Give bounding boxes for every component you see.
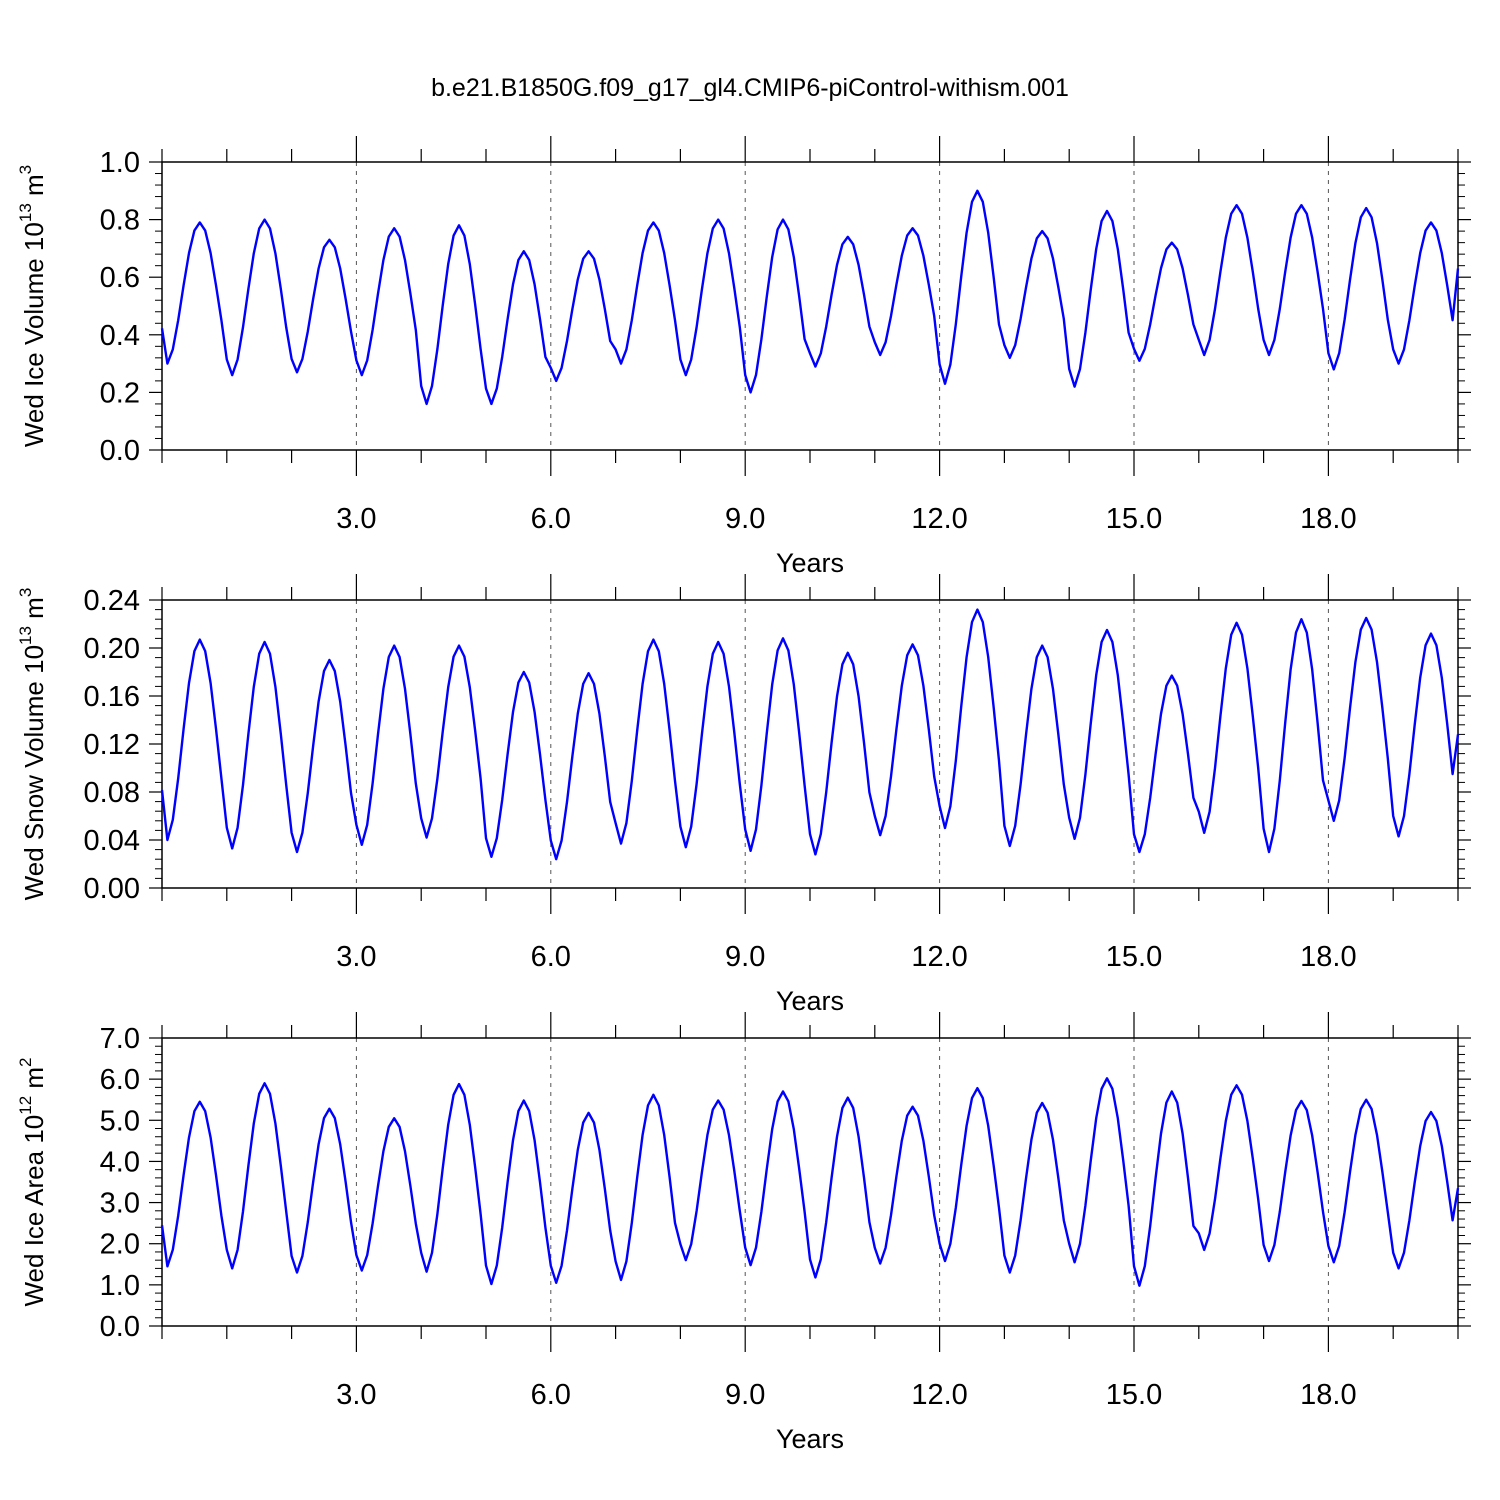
x-tick-label: 9.0 bbox=[725, 1379, 765, 1411]
y-tick-label: 0.4 bbox=[100, 320, 140, 352]
x-tick-label: 6.0 bbox=[531, 503, 571, 535]
panel-3: 0.0 1.0 2.0 3.0 4.0 5.0 6.0 7.0 3.0 6.0 9.0 12.0 15.… bbox=[16, 1012, 1471, 1454]
series-line bbox=[160, 1077, 1460, 1287]
y-tick-label: 0.16 bbox=[84, 681, 140, 713]
y-tick-label: 0.24 bbox=[84, 585, 140, 617]
x-tick-label: 18.0 bbox=[1300, 503, 1356, 535]
x-tick-label: 9.0 bbox=[725, 941, 765, 973]
y-tick-label: 0.8 bbox=[100, 205, 140, 237]
y-tick-label: 2.0 bbox=[100, 1229, 140, 1261]
x-tick-label: 18.0 bbox=[1300, 1379, 1356, 1411]
y-tick-label: 1.0 bbox=[100, 1270, 140, 1302]
y-tick-label: 4.0 bbox=[100, 1146, 140, 1178]
figure-title: b.e21.B1850G.f09_g17_gl4.CMIP6-piControl… bbox=[431, 74, 1069, 102]
y-tick-label: 0.08 bbox=[84, 777, 140, 809]
x-tick-label: 3.0 bbox=[336, 941, 376, 973]
y-tick-label: 0.00 bbox=[84, 873, 140, 905]
y-tick-label: 1.0 bbox=[100, 147, 140, 179]
x-tick-label: 3.0 bbox=[336, 503, 376, 535]
x-tick-label: 6.0 bbox=[531, 1379, 571, 1411]
chart-panels: 0.0 0.2 0.4 0.6 0.8 1.0 3.0 6.0 9.0 12.0 15.0 18.0 Y… bbox=[16, 136, 1471, 1454]
y-tick-label: 0.20 bbox=[84, 633, 140, 665]
panel-1: 0.0 0.2 0.4 0.6 0.8 1.0 3.0 6.0 9.0 12.0 15.0 18.0 Y… bbox=[16, 136, 1471, 578]
y-tick-label: 7.0 bbox=[100, 1023, 140, 1055]
x-tick-label: 15.0 bbox=[1106, 941, 1162, 973]
y-axis-label: Wed Snow Volume 1013 m3 bbox=[16, 588, 49, 901]
series-line bbox=[160, 189, 1460, 406]
panel-2: 0.00 0.04 0.08 0.12 0.16 0.20 0.24 3.0 6.0 9.0 12.… bbox=[16, 574, 1471, 1016]
y-tick-label: 6.0 bbox=[100, 1064, 140, 1096]
x-tick-label: 12.0 bbox=[911, 941, 967, 973]
series-line bbox=[160, 608, 1460, 861]
x-tick-label: 15.0 bbox=[1106, 1379, 1162, 1411]
y-tick-label: 0.6 bbox=[100, 262, 140, 294]
x-axis-label: Years bbox=[776, 1424, 844, 1454]
y-tick-label: 0.12 bbox=[84, 729, 140, 761]
x-tick-label: 9.0 bbox=[725, 503, 765, 535]
y-tick-label: 0.2 bbox=[100, 377, 140, 409]
y-tick-label: 0.0 bbox=[100, 1311, 140, 1343]
x-tick-label: 12.0 bbox=[911, 503, 967, 535]
y-tick-label: 0.0 bbox=[100, 435, 140, 467]
x-tick-label: 12.0 bbox=[911, 1379, 967, 1411]
x-tick-label: 18.0 bbox=[1300, 941, 1356, 973]
x-tick-label: 15.0 bbox=[1106, 503, 1162, 535]
x-axis-label: Years bbox=[776, 548, 844, 578]
x-axis-label: Years bbox=[776, 986, 844, 1016]
y-tick-label: 0.04 bbox=[84, 825, 140, 857]
y-tick-label: 5.0 bbox=[100, 1105, 140, 1137]
y-axis-label: Wed Ice Volume 1013 m3 bbox=[16, 165, 49, 447]
x-tick-label: 3.0 bbox=[336, 1379, 376, 1411]
y-axis-label: Wed Ice Area 1012 m2 bbox=[16, 1057, 49, 1306]
y-tick-label: 3.0 bbox=[100, 1188, 140, 1220]
x-tick-label: 6.0 bbox=[531, 941, 571, 973]
